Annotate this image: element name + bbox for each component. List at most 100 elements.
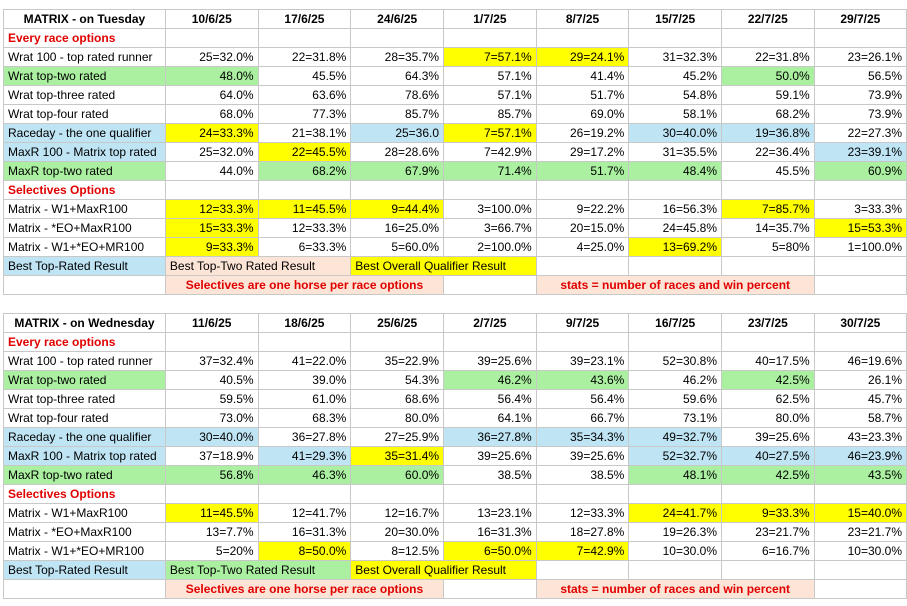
value-cell[interactable]: 66.7%	[535, 408, 630, 428]
row-label[interactable]: Wrat 100 - top rated runner	[3, 47, 166, 67]
value-cell[interactable]: 57.1%	[443, 85, 537, 105]
value-cell[interactable]: 40=17.5%	[721, 351, 815, 371]
value-cell[interactable]: 49=32.7%	[628, 427, 723, 447]
row-label[interactable]: Matrix - *EO+MaxR100	[3, 522, 166, 542]
value-cell[interactable]: 22=31.8%	[721, 47, 815, 67]
row-label[interactable]: Wrat 100 - top rated runner	[3, 351, 166, 371]
row-label[interactable]: Matrix - W1+*EO+MR100	[3, 237, 166, 257]
table-title[interactable]: MATRIX - on Tuesday	[3, 9, 166, 29]
legend-best-top-rated[interactable]: Best Top-Rated Result	[3, 560, 166, 580]
value-cell[interactable]: 8=50.0%	[257, 541, 352, 561]
value-cell[interactable]: 5=80%	[721, 237, 815, 257]
date-header[interactable]: 24/6/25	[350, 9, 445, 29]
legend-best-overall[interactable]: Best Overall Qualifier Result	[350, 256, 537, 276]
row-label[interactable]: Raceday - the one qualifier	[3, 123, 166, 143]
value-cell[interactable]: 39.0%	[257, 370, 352, 390]
value-cell[interactable]: 20=30.0%	[350, 522, 445, 542]
date-header[interactable]: 9/7/25	[535, 313, 630, 333]
empty-cell[interactable]	[628, 180, 723, 200]
value-cell[interactable]: 13=23.1%	[443, 503, 537, 523]
stats-note[interactable]: stats = number of races and win percent	[535, 579, 815, 599]
value-cell[interactable]: 35=34.3%	[535, 427, 630, 447]
value-cell[interactable]: 12=33.3%	[535, 503, 630, 523]
value-cell[interactable]: 37=18.9%	[164, 446, 259, 466]
row-label[interactable]: Wrat top-two rated	[3, 66, 166, 86]
value-cell[interactable]: 45.5%	[721, 161, 815, 181]
empty-cell[interactable]	[535, 256, 630, 276]
value-cell[interactable]: 29=24.1%	[535, 47, 630, 67]
value-cell[interactable]: 27=25.9%	[350, 427, 445, 447]
empty-cell[interactable]	[164, 332, 259, 352]
value-cell[interactable]: 7=85.7%	[721, 199, 815, 219]
value-cell[interactable]: 71.4%	[443, 161, 537, 181]
value-cell[interactable]: 4=25.0%	[535, 237, 630, 257]
value-cell[interactable]: 35=22.9%	[350, 351, 445, 371]
value-cell[interactable]: 52=30.8%	[628, 351, 723, 371]
value-cell[interactable]: 51.7%	[535, 85, 630, 105]
value-cell[interactable]: 25=36.0	[350, 123, 445, 143]
value-cell[interactable]: 46.2%	[443, 370, 537, 390]
value-cell[interactable]: 37=32.4%	[164, 351, 259, 371]
empty-cell[interactable]	[813, 180, 907, 200]
value-cell[interactable]: 14=35.7%	[721, 218, 815, 238]
stats-note[interactable]: stats = number of races and win percent	[535, 275, 815, 295]
empty-cell[interactable]	[721, 484, 815, 504]
value-cell[interactable]: 16=31.3%	[443, 522, 537, 542]
empty-cell[interactable]	[535, 28, 630, 48]
empty-cell[interactable]	[721, 256, 815, 276]
value-cell[interactable]: 85.7%	[350, 104, 445, 124]
empty-cell[interactable]	[164, 28, 259, 48]
value-cell[interactable]: 63.6%	[257, 85, 352, 105]
empty-cell[interactable]	[3, 275, 166, 295]
row-label[interactable]: Raceday - the one qualifier	[3, 427, 166, 447]
row-label[interactable]: Matrix - W1+*EO+MR100	[3, 541, 166, 561]
value-cell[interactable]: 73.9%	[813, 104, 907, 124]
value-cell[interactable]: 23=21.7%	[721, 522, 815, 542]
value-cell[interactable]: 56.4%	[535, 389, 630, 409]
value-cell[interactable]: 39=25.6%	[721, 427, 815, 447]
value-cell[interactable]: 59.1%	[721, 85, 815, 105]
value-cell[interactable]: 30=40.0%	[628, 123, 723, 143]
empty-cell[interactable]	[721, 28, 815, 48]
date-header[interactable]: 15/7/25	[628, 9, 723, 29]
value-cell[interactable]: 39=25.6%	[443, 446, 537, 466]
value-cell[interactable]: 41=29.3%	[257, 446, 352, 466]
empty-cell[interactable]	[257, 332, 352, 352]
value-cell[interactable]: 68.3%	[257, 408, 352, 428]
value-cell[interactable]: 58.1%	[628, 104, 723, 124]
value-cell[interactable]: 45.5%	[257, 66, 352, 86]
row-label[interactable]: Wrat top-four rated	[3, 408, 166, 428]
value-cell[interactable]: 11=45.5%	[164, 503, 259, 523]
date-header[interactable]: 10/6/25	[164, 9, 259, 29]
value-cell[interactable]: 31=32.3%	[628, 47, 723, 67]
value-cell[interactable]: 64.0%	[164, 85, 259, 105]
value-cell[interactable]: 40.5%	[164, 370, 259, 390]
empty-cell[interactable]	[3, 579, 166, 599]
row-label[interactable]: Wrat top-three rated	[3, 85, 166, 105]
value-cell[interactable]: 42.5%	[721, 370, 815, 390]
value-cell[interactable]: 68.6%	[350, 389, 445, 409]
empty-cell[interactable]	[721, 560, 815, 580]
empty-cell[interactable]	[628, 332, 723, 352]
value-cell[interactable]: 45.7%	[813, 389, 907, 409]
value-cell[interactable]: 21=38.1%	[257, 123, 352, 143]
section-heading[interactable]: Every race options	[3, 28, 166, 48]
value-cell[interactable]: 30=40.0%	[164, 427, 259, 447]
value-cell[interactable]: 44.0%	[164, 161, 259, 181]
empty-cell[interactable]	[721, 332, 815, 352]
date-header[interactable]: 11/6/25	[164, 313, 259, 333]
row-label[interactable]: MaxR top-two rated	[3, 465, 166, 485]
value-cell[interactable]: 2=100.0%	[443, 237, 537, 257]
value-cell[interactable]: 43.5%	[813, 465, 907, 485]
value-cell[interactable]: 54.3%	[350, 370, 445, 390]
empty-cell[interactable]	[257, 484, 352, 504]
value-cell[interactable]: 1=100.0%	[813, 237, 907, 257]
value-cell[interactable]: 39=25.6%	[443, 351, 537, 371]
value-cell[interactable]: 48.4%	[628, 161, 723, 181]
value-cell[interactable]: 7=57.1%	[443, 47, 537, 67]
date-header[interactable]: 29/7/25	[813, 9, 907, 29]
date-header[interactable]: 18/6/25	[257, 313, 352, 333]
value-cell[interactable]: 41=22.0%	[257, 351, 352, 371]
value-cell[interactable]: 56.8%	[164, 465, 259, 485]
empty-cell[interactable]	[813, 579, 907, 599]
